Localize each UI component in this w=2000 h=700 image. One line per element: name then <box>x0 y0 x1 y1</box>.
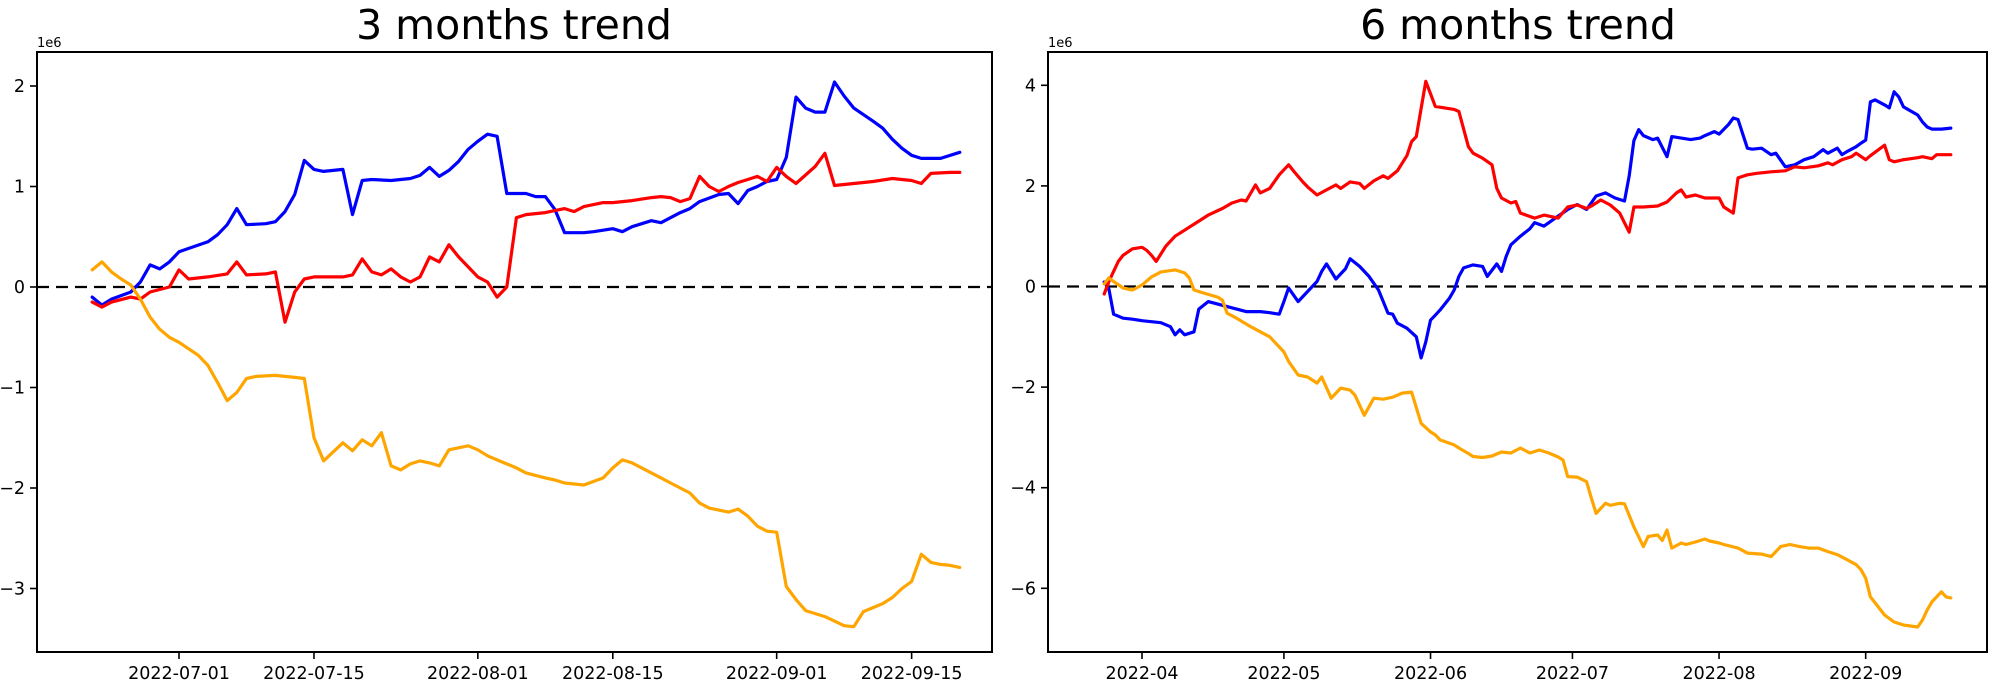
red-series-line <box>90 151 962 324</box>
y-tick-label: −2 <box>0 479 25 499</box>
chart-6-months-trend: 6 months trend 1e6 4 2 0 −2 −4 −6 2022-04 2022-… <box>1010 1 1988 684</box>
x-tick-label: 2022-06 <box>1394 664 1467 684</box>
x-tick-label: 2022-09 <box>1829 664 1902 684</box>
axes-spines <box>1047 51 1988 653</box>
chart-title: 6 months trend <box>1360 1 1676 49</box>
orange-series-line <box>90 260 962 629</box>
x-tick-label: 2022-07-01 <box>128 664 230 684</box>
blue-series-line <box>90 80 962 307</box>
y-tick-label: −4 <box>1010 479 1036 499</box>
x-tick-label: 2022-07 <box>1536 664 1609 684</box>
x-tick-label: 2022-05 <box>1247 664 1320 684</box>
red-series-line <box>1102 79 1953 296</box>
x-tick-label: 2022-09-15 <box>861 664 963 684</box>
x-tick-label: 2022-08 <box>1682 664 1755 684</box>
x-tick-label: 2022-08-15 <box>562 664 664 684</box>
y-tick-label: −2 <box>1010 378 1036 398</box>
y-tick-label: 0 <box>14 278 25 298</box>
y-tick-label: 4 <box>1025 76 1036 96</box>
y-axis-offset-text: 1e6 <box>37 36 62 51</box>
x-tick-label: 2022-04 <box>1105 664 1178 684</box>
axes-spines <box>36 51 993 653</box>
orange-series-line <box>1102 268 1953 629</box>
y-tick-label: −1 <box>0 379 25 399</box>
y-tick-label: −6 <box>1010 579 1036 599</box>
x-tick-label: 2022-09-01 <box>726 664 828 684</box>
x-tick-label: 2022-07-15 <box>263 664 365 684</box>
y-tick-label: 0 <box>1025 278 1036 298</box>
plot-area: 4 2 0 −2 −4 −6 2022-04 2022-05 2022-06 2022-07 202… <box>1010 51 1988 684</box>
y-tick-label: 2 <box>1025 177 1036 197</box>
chart-3-months-trend: 3 months trend 1e6 2 1 0 −1 −2 −3 2022-07-01 20… <box>0 1 993 684</box>
y-tick-label: −3 <box>0 580 25 600</box>
plot-area: 2 1 0 −1 −2 −3 2022-07-01 2022-07-15 2022-08-01 2… <box>0 51 993 684</box>
x-tick-label: 2022-08-01 <box>427 664 529 684</box>
y-axis-offset-text: 1e6 <box>1048 36 1073 51</box>
y-tick-label: 1 <box>14 178 25 198</box>
chart-title: 3 months trend <box>356 1 672 49</box>
y-tick-label: 2 <box>14 77 25 97</box>
blue-series-line <box>1102 90 1953 360</box>
